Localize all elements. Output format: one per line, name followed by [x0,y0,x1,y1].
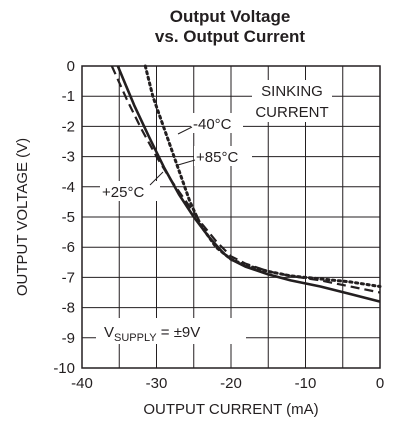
y-tick-label: -7 [62,269,75,286]
x-tick-label: 0 [376,375,384,392]
series-line-1 [110,65,381,294]
leader-plus25 [149,171,164,186]
sinking-label-bg [252,80,332,122]
y-tick-label: -2 [62,118,75,135]
series-line-2 [116,65,381,303]
y-axis-label: OUTPUT VOLTAGE (V) [14,138,31,296]
chart-title-line1: Output Voltage [170,7,291,26]
y-tick-label: -9 [62,330,75,347]
x-tick-label: -20 [220,375,242,392]
series-label-bg-plus85 [194,146,252,166]
series-label-bg-plus25 [100,181,160,201]
y-tick-labels: 0 -1 -2 -3 -4 -5 -6 -7 -8 -9 -10 [53,58,75,377]
leader-minus40 [177,126,193,135]
supply-label: VSUPPLY = ±9V [104,324,200,344]
x-tick-label: -10 [295,375,317,392]
supply-label-bg [96,318,246,344]
series-label-plus85: +85°C [196,149,238,166]
plot-frame [81,65,381,369]
y-tick-label: -10 [53,360,75,377]
chart-title-line2: vs. Output Current [155,27,306,46]
leader-plus85 [177,159,196,166]
x-tick-label: -30 [146,375,168,392]
x-tick-label: -40 [71,375,93,392]
y-tick-label: -3 [62,149,75,166]
supply-label-subscript: SUPPLY [114,332,157,344]
y-tick-label: -1 [62,88,75,105]
x-axis-label: OUTPUT CURRENT (mA) [143,401,318,418]
y-tick-label: 0 [67,58,75,75]
sinking-label-line2: CURRENT [255,104,328,121]
y-tick-label: -8 [62,300,75,317]
y-tick-label: -4 [62,179,75,196]
y-tick-label: -6 [62,239,75,256]
sinking-label-line1: SINKING [261,83,323,100]
x-tick-labels: -40 -30 -20 -10 0 [71,375,384,392]
series-label-bg-minus40 [191,113,243,133]
series-label-minus40: -40°C [193,116,232,133]
curves [110,64,382,303]
series-label-plus25: +25°C [102,184,144,201]
y-tick-label: -5 [62,209,75,226]
